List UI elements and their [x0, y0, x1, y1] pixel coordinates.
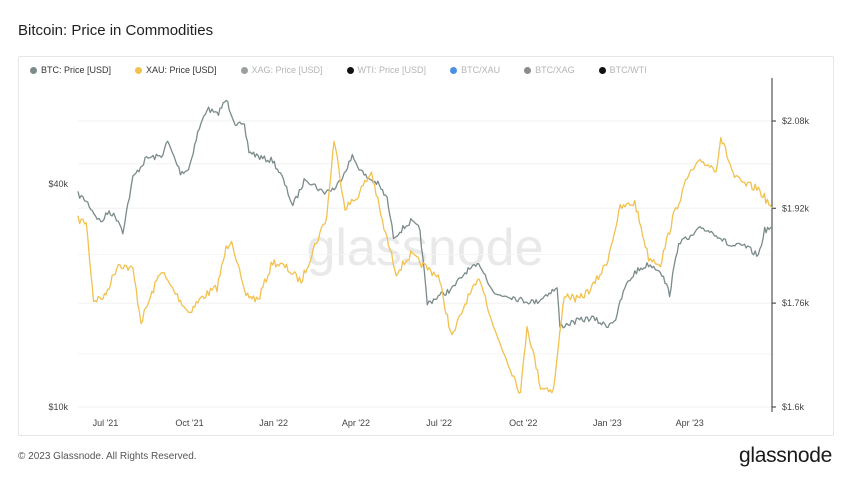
legend-item-xag-price-usd[interactable]: XAG: Price [USD]: [240, 65, 323, 75]
y-right-tick-label: $2.08k: [782, 116, 810, 126]
x-tick-label: Jan '23: [593, 418, 622, 428]
legend-dot-icon: [135, 66, 143, 74]
x-tick-label: Jan '22: [259, 418, 288, 428]
chart-panel: [18, 56, 834, 436]
x-tick-label: Oct '21: [175, 418, 203, 428]
xau-price-line: [77, 137, 773, 394]
x-tick-label: Jul '22: [426, 418, 452, 428]
y-left-tick-label: $10k: [48, 402, 68, 412]
legend-item-btc-xau[interactable]: BTC/XAU: [450, 65, 500, 75]
legend-item-xau-price-usd[interactable]: XAU: Price [USD]: [135, 65, 217, 75]
x-tick-label: Apr '23: [676, 418, 704, 428]
y-left-tick-label: $40k: [48, 179, 68, 189]
legend-label: BTC/XAG: [535, 65, 575, 75]
y-right-tick-label: $1.76k: [782, 298, 810, 308]
legend-dot-icon: [346, 66, 354, 74]
y-right-tick-label: $1.92k: [782, 203, 810, 213]
page-title: Bitcoin: Price in Commodities: [18, 22, 214, 39]
legend-dot-icon: [598, 66, 606, 74]
legend-item-btc-price-usd[interactable]: BTC: Price [USD]: [30, 65, 111, 75]
legend-label: XAG: Price [USD]: [251, 65, 323, 75]
legend-label: WTI: Price [USD]: [357, 65, 427, 75]
y-right-tick-label: $1.6k: [782, 402, 805, 412]
legend-dot-icon: [524, 66, 532, 74]
legend-label: BTC/XAU: [461, 65, 501, 75]
legend-dot-icon: [30, 66, 37, 74]
legend-label: XAU: Price [USD]: [146, 65, 217, 75]
legend-label: BTC: Price [USD]: [41, 65, 112, 75]
legend-item-btc-wti[interactable]: BTC/WTI: [598, 65, 647, 75]
x-tick-label: Apr '22: [342, 418, 370, 428]
legend-dot-icon: [450, 66, 458, 74]
x-tick-label: Jul '21: [93, 418, 119, 428]
legend-dot-icon: [240, 66, 248, 74]
legend-item-wti-price-usd[interactable]: WTI: Price [USD]: [346, 65, 427, 75]
legend-label: BTC/WTI: [609, 65, 647, 75]
legend-item-btc-xag[interactable]: BTC/XAG: [524, 65, 575, 75]
x-tick-label: Oct '22: [509, 418, 537, 428]
glassnode-logo[interactable]: glassnode: [738, 444, 832, 467]
watermark-text: glassnode: [306, 219, 543, 277]
chart-legend: BTC: Price [USD] XAU: Price [USD] XAG: Pri…: [30, 65, 671, 75]
copyright-text: © 2023 Glassnode. All Rights Reserved.: [18, 451, 197, 462]
btc-price-line: [77, 99, 773, 329]
